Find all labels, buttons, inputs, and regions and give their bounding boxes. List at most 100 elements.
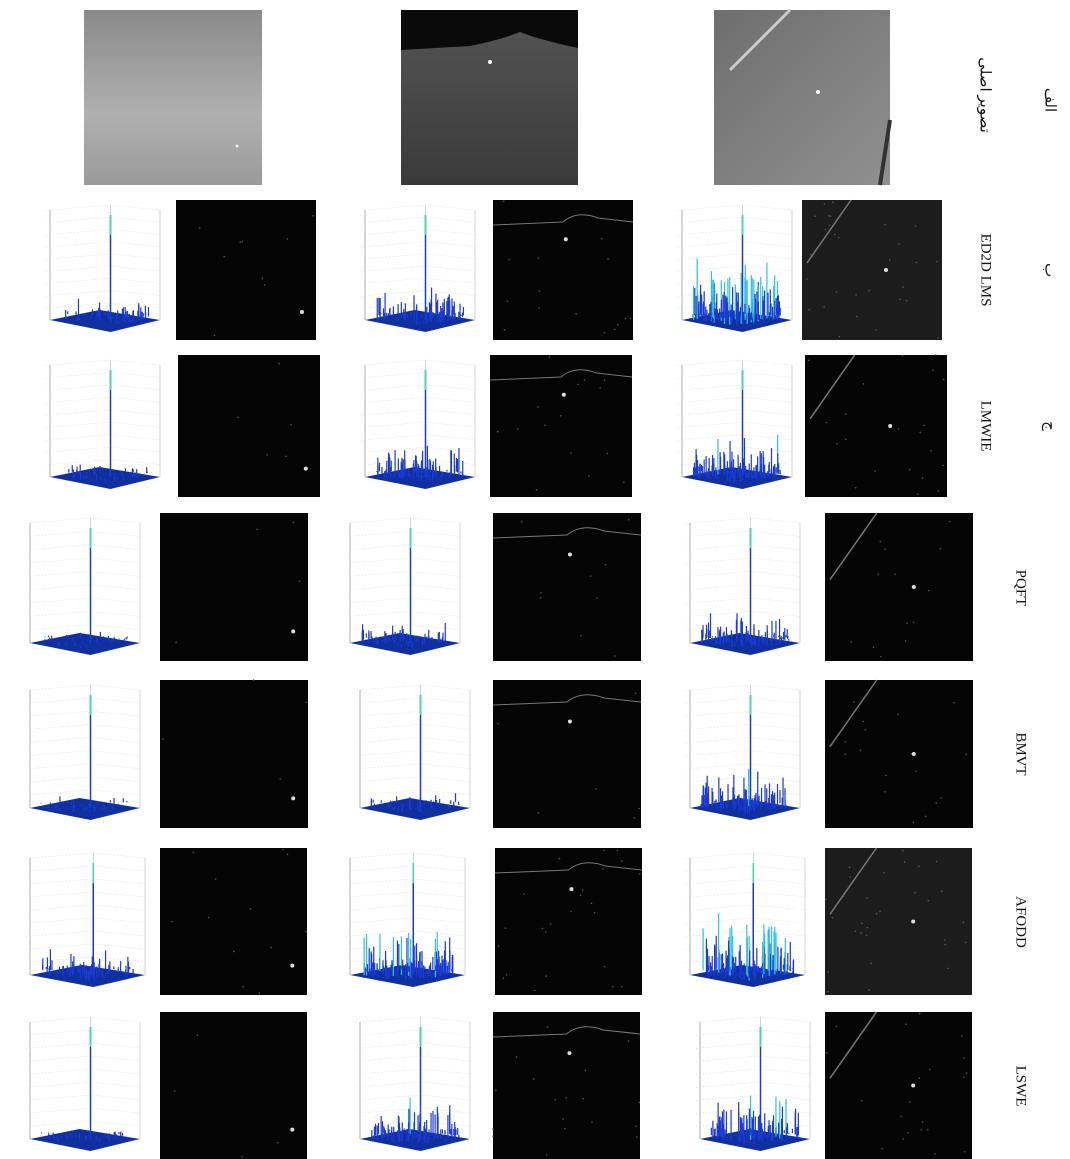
plot-grid bbox=[29, 1107, 91, 1114]
plot-tick: · bbox=[678, 375, 679, 380]
plot-tick: · bbox=[356, 1059, 357, 1064]
plot-grid bbox=[49, 359, 111, 366]
plot-tick: · bbox=[361, 269, 362, 274]
plot-tick: · bbox=[686, 727, 687, 732]
image-noise bbox=[944, 939, 946, 941]
image-noise bbox=[282, 848, 284, 851]
plot-grid bbox=[29, 1120, 91, 1127]
image-noise bbox=[905, 1023, 907, 1025]
plot-grid bbox=[420, 1042, 471, 1049]
image-noise bbox=[505, 973, 508, 976]
plot-grid bbox=[359, 737, 421, 743]
image-noise bbox=[263, 284, 266, 286]
plot-grid bbox=[413, 943, 466, 950]
plot-grid bbox=[110, 241, 161, 247]
plot-tick: · bbox=[686, 767, 687, 772]
plot-grid bbox=[753, 891, 806, 898]
plot-tick: · bbox=[26, 947, 27, 952]
plot-grid bbox=[359, 697, 421, 704]
image-horizon bbox=[492, 527, 642, 539]
image-noise bbox=[935, 860, 938, 863]
plot-grid bbox=[359, 776, 421, 783]
image-noise bbox=[538, 290, 541, 292]
image-noise bbox=[844, 438, 847, 441]
image-noise bbox=[875, 329, 877, 331]
image-noise bbox=[918, 865, 920, 868]
image-horizon bbox=[492, 694, 642, 706]
image-noise bbox=[936, 260, 938, 263]
plot-grid bbox=[110, 359, 161, 366]
plot-grid bbox=[681, 446, 743, 453]
plot-grid bbox=[49, 384, 111, 391]
image-noise bbox=[848, 866, 851, 869]
image-feature bbox=[878, 119, 892, 186]
plot-grid bbox=[681, 265, 743, 272]
plot-grid bbox=[420, 776, 471, 783]
plot-grid bbox=[90, 697, 141, 704]
plot-grid bbox=[689, 865, 754, 872]
image-noise bbox=[564, 1127, 566, 1130]
row-letter: ج bbox=[1041, 421, 1058, 431]
plot-grid bbox=[90, 1068, 141, 1075]
plot-grid bbox=[760, 1068, 811, 1075]
plot-tick: · bbox=[356, 727, 357, 732]
image-noise bbox=[849, 876, 852, 878]
image-noise bbox=[305, 930, 307, 933]
image-noise bbox=[533, 989, 536, 992]
image-noise bbox=[905, 299, 908, 302]
plot-grid bbox=[90, 710, 141, 717]
plot-tick: · bbox=[26, 1059, 27, 1064]
image-noise bbox=[862, 383, 865, 385]
plot-tick: · bbox=[46, 294, 47, 299]
plot-grid bbox=[364, 302, 426, 309]
plot-tick: · bbox=[26, 869, 27, 874]
row-label: ED2D LMS bbox=[977, 233, 994, 307]
plot-grid bbox=[742, 446, 793, 453]
plot-tick: · bbox=[26, 1124, 27, 1129]
image-noise bbox=[923, 424, 925, 427]
plot-grid bbox=[90, 1016, 141, 1023]
plot-grid bbox=[349, 943, 414, 950]
plot-tick: · bbox=[346, 856, 347, 861]
image-noise bbox=[916, 493, 919, 495]
image-noise bbox=[214, 878, 217, 880]
plot-grid bbox=[742, 253, 793, 260]
image-noise bbox=[162, 738, 164, 740]
plot-grid bbox=[420, 1068, 471, 1075]
image-noise bbox=[963, 1057, 965, 1059]
plot-grid bbox=[349, 917, 414, 924]
plot-tick: · bbox=[356, 688, 357, 693]
image-noise bbox=[638, 807, 640, 810]
image-noise bbox=[192, 851, 195, 854]
plot-grid bbox=[49, 204, 111, 211]
row-label: PQFT bbox=[1012, 569, 1029, 607]
plot-grid bbox=[90, 611, 141, 617]
image-target bbox=[488, 60, 492, 64]
plot-tick: · bbox=[346, 908, 347, 913]
image-noise bbox=[919, 431, 922, 434]
plot-tick: · bbox=[361, 425, 362, 430]
result-image bbox=[176, 200, 316, 340]
plot-grid bbox=[359, 750, 421, 756]
plot-grid bbox=[90, 789, 141, 796]
image-target bbox=[567, 719, 572, 724]
image-noise bbox=[879, 910, 881, 913]
image-noise bbox=[935, 802, 938, 804]
plot-grid bbox=[110, 216, 161, 223]
image-horizon bbox=[494, 862, 643, 874]
plot-base bbox=[50, 467, 160, 489]
image-noise bbox=[589, 575, 592, 577]
image-noise bbox=[638, 1101, 641, 1104]
plot-grid bbox=[413, 930, 466, 937]
image-noise bbox=[541, 927, 544, 930]
plot-grid bbox=[750, 737, 801, 743]
plot-tick: · bbox=[46, 269, 47, 274]
plot-grid bbox=[364, 421, 426, 428]
plot-grid bbox=[689, 943, 754, 950]
image-target bbox=[563, 237, 568, 242]
image-noise bbox=[934, 354, 937, 356]
plot-tick: · bbox=[686, 521, 687, 526]
image-target bbox=[290, 963, 295, 968]
plot-tick: · bbox=[26, 740, 27, 745]
plot-grid bbox=[90, 544, 141, 550]
